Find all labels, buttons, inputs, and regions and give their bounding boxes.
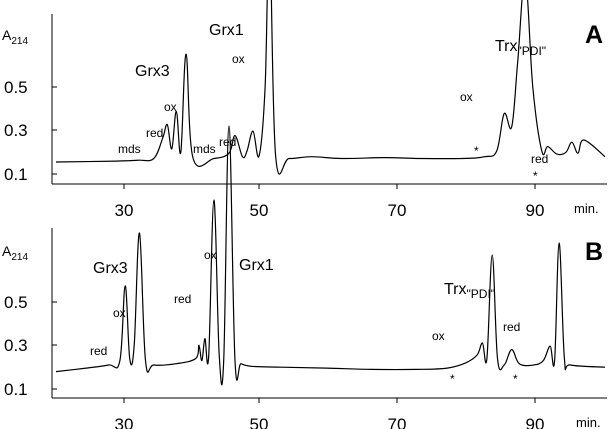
x-tick-label: 90 [526,201,545,220]
peak-label: * [450,372,455,386]
peak-label: ox [164,100,177,114]
protein-label: Grx1 [209,22,244,39]
y-tick-label: 0.5 [4,293,28,312]
y-tick-label: 0.5 [4,78,28,97]
panel-letter: A [585,21,603,49]
x-tick-label: 70 [388,201,407,220]
peak-label: ox [460,90,473,104]
peak-label: ox [232,52,245,66]
x-unit-label: min. [576,415,601,429]
peak-label: * [513,372,518,386]
panel-letter: B [585,238,603,266]
protein-label: Trx"PDI" [444,281,495,301]
x-tick-label: 50 [250,415,269,429]
panel-b: 0.1 0.3 0.5 A214 30 50 70 90 min. B Grx3 Grx1 Trx"PD… [2,125,607,429]
y-tick-label: 0.3 [4,121,28,140]
peak-label: red [146,126,163,140]
y-tick-label: 0.1 [4,380,28,399]
peak-label: red [503,320,520,334]
x-tick-label: 30 [115,201,134,220]
x-unit-label: min. [574,201,599,216]
y-axis-label: A214 [2,27,28,47]
y-tick-label: 0.1 [4,165,28,184]
peak-label: * [533,169,538,183]
protein-label: Trx"PDI" [495,38,546,58]
panel-a: 0.1 0.3 0.5 A214 30 50 70 90 min. A Grx3 Grx1 Trx"PD… [2,0,607,220]
x-tick-label: 70 [388,415,407,429]
peak-label: red [90,344,107,358]
protein-label: Grx3 [135,63,170,80]
peak-label: * [474,144,479,158]
peak-label: red [219,135,236,149]
y-axis-label: A214 [2,243,28,263]
y-tick-label: 0.3 [4,336,28,355]
peak-label: ox [432,329,445,343]
x-tick-label: 30 [115,415,134,429]
peak-label: ox [204,248,217,262]
chromatogram-trace [55,0,606,175]
chromatogram-trace [55,125,606,386]
peak-label: red [174,292,191,306]
peak-label: ox [113,306,126,320]
x-tick-label: 50 [250,201,269,220]
peak-label: mds [118,142,141,156]
protein-label: Grx3 [93,260,128,277]
peak-label: red [531,152,548,166]
peak-label: mds [193,142,216,156]
protein-label: Grx1 [239,257,274,274]
x-tick-label: 90 [526,415,545,429]
